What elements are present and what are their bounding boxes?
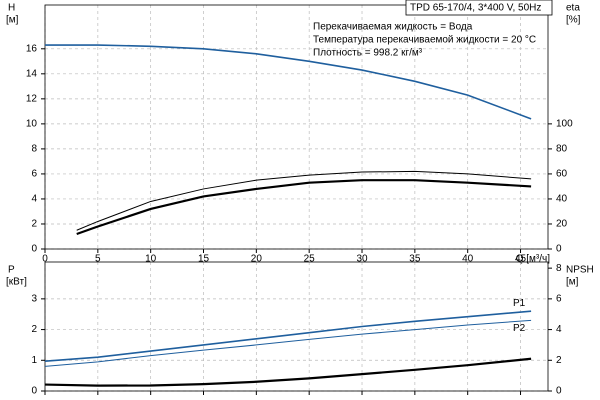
annotation: Перекачиваемая жидкость = Вода bbox=[313, 22, 473, 33]
y-tick-label: 16 bbox=[26, 43, 38, 54]
y2-axis-unit: [м] bbox=[566, 277, 579, 288]
y-tick-label: 12 bbox=[26, 93, 38, 104]
series-line bbox=[45, 44, 532, 120]
annotation-box bbox=[405, 0, 553, 16]
y-tick-label: 4 bbox=[31, 194, 37, 205]
series-line bbox=[44, 319, 532, 367]
y2-axis-label: eta bbox=[566, 3, 580, 14]
y2-tick-label: 0 bbox=[556, 244, 562, 255]
x-tick-label: 20 bbox=[251, 254, 263, 265]
y-tick-label: 0 bbox=[31, 386, 37, 397]
y-tick-label: 14 bbox=[26, 68, 38, 79]
x-tick-label: 35 bbox=[409, 254, 421, 265]
plot-frame bbox=[44, 4, 549, 250]
annotation: Температура перекачиваемой жидкости = 20… bbox=[313, 35, 536, 46]
y-tick-label: 3 bbox=[31, 293, 37, 304]
x-axis-label: Q [м³/ч] bbox=[516, 254, 551, 265]
y-tick-label: 2 bbox=[31, 219, 37, 230]
series-line bbox=[76, 170, 532, 231]
y2-tick-label: 20 bbox=[556, 219, 568, 230]
y2-tick-label: 0 bbox=[556, 386, 562, 397]
y2-tick-label: 100 bbox=[556, 119, 573, 130]
x-tick-label: 15 bbox=[198, 254, 210, 265]
x-tick-label: 0 bbox=[42, 254, 48, 265]
y-axis-unit: [кВт] bbox=[6, 277, 27, 288]
y-tick-label: 2 bbox=[31, 324, 37, 335]
y-axis-unit: [м] bbox=[6, 15, 19, 26]
y2-tick-label: 8 bbox=[556, 263, 562, 274]
series-line bbox=[44, 357, 532, 387]
x-tick-label: 30 bbox=[356, 254, 368, 265]
plot-frame bbox=[44, 261, 549, 392]
x-tick-label: 10 bbox=[145, 254, 157, 265]
y-tick-label: 6 bbox=[31, 169, 37, 180]
x-tick-label: 25 bbox=[304, 254, 316, 265]
series-line bbox=[76, 179, 532, 236]
y-tick-label: 0 bbox=[31, 244, 37, 255]
x-tick-label: 40 bbox=[462, 254, 474, 265]
y2-tick-label: 60 bbox=[556, 169, 568, 180]
y2-tick-label: 40 bbox=[556, 194, 568, 205]
x-tick-label: 45 bbox=[515, 254, 527, 265]
series-label: P1 bbox=[513, 298, 526, 309]
y-tick-label: 1 bbox=[31, 355, 37, 366]
series-line bbox=[44, 310, 532, 363]
annotation: Плотность = 998.2 кг/м³ bbox=[313, 48, 423, 59]
y2-tick-label: 80 bbox=[556, 144, 568, 155]
series-label: P2 bbox=[513, 323, 526, 334]
y-tick-label: 8 bbox=[31, 144, 37, 155]
y2-tick-label: 2 bbox=[556, 355, 562, 366]
annotation: TPD 65-170/4, 3*400 V, 50Hz bbox=[410, 3, 541, 14]
x-tick-label: 5 bbox=[95, 254, 101, 265]
y2-axis-unit: [%] bbox=[566, 15, 581, 26]
y2-tick-label: 4 bbox=[556, 324, 562, 335]
y-tick-label: 10 bbox=[26, 119, 38, 130]
y-axis-label: P bbox=[8, 265, 15, 276]
y2-tick-label: 6 bbox=[556, 293, 562, 304]
y-axis-label: H bbox=[8, 3, 15, 14]
y2-axis-label: NPSH bbox=[566, 265, 594, 276]
